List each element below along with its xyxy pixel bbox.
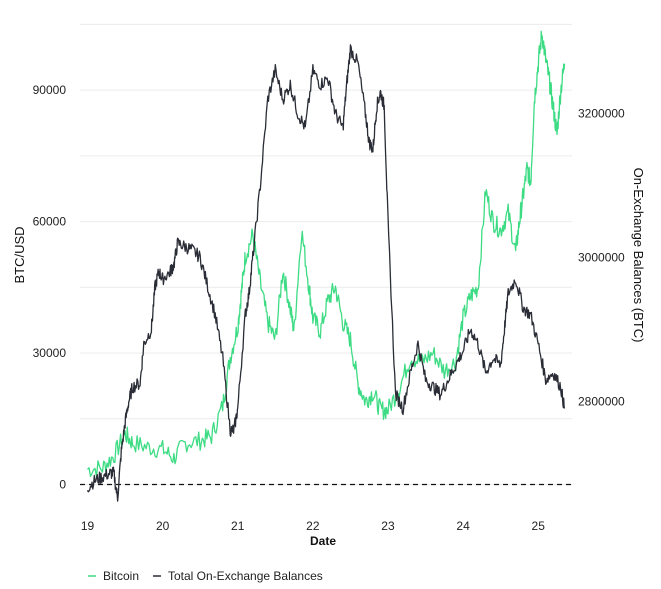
- x-tick-label: 24: [456, 519, 470, 533]
- x-tick-label: 22: [306, 519, 320, 533]
- legend-label-bitcoin: Bitcoin: [103, 569, 139, 583]
- series-layer: [86, 30, 566, 502]
- y-axis-left-ticks: 0 30000 60000 90000: [33, 83, 67, 491]
- y-left-tick-label: 30000: [33, 346, 67, 360]
- x-tick-label: 21: [231, 519, 245, 533]
- grid-lines: [80, 23, 572, 485]
- y-left-tick-label: 0: [59, 477, 66, 491]
- y-axis-right-ticks: 2800000 3000000 3200000: [578, 107, 625, 409]
- x-axis-ticks: 19 20 21 22 23 24 25: [81, 519, 545, 533]
- legend: Bitcoin Total On-Exchange Balances: [88, 569, 323, 583]
- legend-label-balances: Total On-Exchange Balances: [168, 569, 323, 583]
- bitcoin-price-line: [87, 30, 566, 478]
- y-right-tick-label: 2800000: [578, 394, 625, 408]
- on-exchange-balances-line: [86, 44, 566, 502]
- y-left-tick-label: 60000: [33, 215, 67, 229]
- x-tick-label: 19: [81, 519, 95, 533]
- y-axis-right-title: On-Exchange Balances (BTC): [631, 168, 646, 343]
- y-axis-left-title: BTC/USD: [12, 226, 27, 283]
- y-left-tick-label: 90000: [33, 83, 67, 97]
- y-right-tick-label: 3000000: [578, 250, 625, 264]
- y-right-tick-label: 3200000: [578, 107, 625, 121]
- x-axis-title: Date: [310, 534, 336, 548]
- x-tick-label: 20: [156, 519, 170, 533]
- x-tick-label: 23: [381, 519, 395, 533]
- x-tick-label: 25: [532, 519, 546, 533]
